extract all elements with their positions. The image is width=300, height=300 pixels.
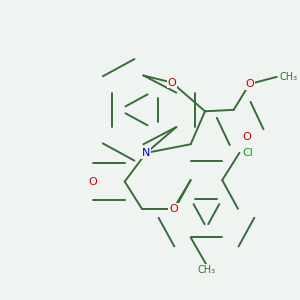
Text: O: O: [168, 78, 176, 88]
Text: CH₃: CH₃: [280, 72, 298, 82]
Text: N: N: [142, 148, 150, 158]
Text: Cl: Cl: [242, 148, 253, 158]
Text: O: O: [242, 132, 251, 142]
Text: O: O: [89, 176, 98, 187]
Text: CH₃: CH₃: [197, 265, 215, 275]
Text: O: O: [169, 204, 178, 214]
Text: O: O: [245, 79, 254, 89]
